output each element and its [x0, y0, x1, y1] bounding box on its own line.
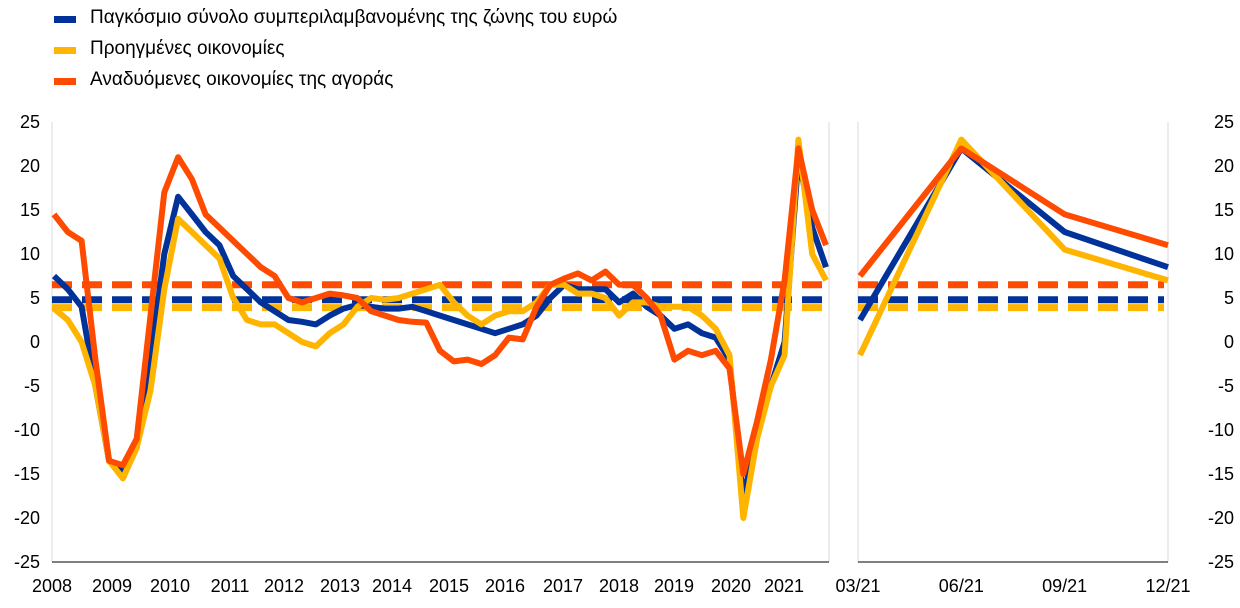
y-tick-label-right: -5 — [1218, 376, 1234, 396]
x-tick-label-left: 2008 — [32, 576, 72, 596]
series-line — [51, 145, 829, 477]
y-tick-label-left: 5 — [30, 288, 40, 308]
y-tick-label-right: 25 — [1214, 112, 1234, 132]
legend-label-advanced: Προηγμένες οικονομίες — [90, 38, 285, 59]
y-tick-label-right: -20 — [1208, 508, 1234, 528]
legend-swatch-emerging — [54, 78, 76, 85]
series-line — [51, 154, 829, 504]
legend-swatch-world — [54, 16, 76, 23]
legend-label-emerging: Αναδυόμενες οικονομίες της αγοράς — [90, 69, 394, 90]
legend-swatch-advanced — [54, 47, 76, 54]
y-tick-label-right: 15 — [1214, 200, 1234, 220]
y-tick-label-left: -15 — [14, 464, 40, 484]
x-tick-label-left: 2017 — [543, 576, 583, 596]
x-tick-label-left: 2014 — [372, 576, 412, 596]
x-tick-label-left: 2011 — [211, 576, 250, 596]
x-tick-label-left: 2016 — [485, 576, 525, 596]
y-tick-label-right: -10 — [1208, 420, 1234, 440]
x-tick-label-right: 06/21 — [939, 576, 984, 596]
y-tick-label-right: 20 — [1214, 156, 1234, 176]
x-tick-label-left: 2020 — [711, 576, 751, 596]
x-tick-label-left: 2021 — [764, 576, 804, 596]
x-tick-label-left: 2010 — [150, 576, 190, 596]
x-tick-label-left: 2009 — [92, 576, 132, 596]
x-tick-label-right: 03/21 — [835, 576, 880, 596]
y-tick-label-right: 0 — [1224, 332, 1234, 352]
x-tick-label-right: 09/21 — [1042, 576, 1087, 596]
x-tick-label-left: 2018 — [599, 576, 639, 596]
series-line — [857, 145, 1169, 322]
y-tick-label-right: 5 — [1224, 288, 1234, 308]
x-tick-label-left: 2019 — [654, 576, 694, 596]
y-tick-label-left: -25 — [14, 552, 40, 572]
y-tick-label-left: 15 — [20, 200, 40, 220]
y-tick-label-left: -5 — [24, 376, 40, 396]
y-tick-label-left: 0 — [30, 332, 40, 352]
series-line — [52, 136, 829, 521]
y-tick-label-left: 10 — [20, 244, 40, 264]
x-tick-label-right: 12/21 — [1145, 576, 1190, 596]
legend-label-world: Παγκόσμιο σύνολο συμπεριλαμβανομένης της… — [90, 7, 618, 28]
y-tick-label-right: 10 — [1214, 244, 1234, 264]
y-tick-label-left: 25 — [20, 112, 40, 132]
x-tick-label-left: 2012 — [264, 576, 304, 596]
series-line — [857, 145, 1169, 278]
y-tick-label-left: -20 — [14, 508, 40, 528]
y-tick-label-right: -25 — [1208, 552, 1234, 572]
y-tick-label-left: -10 — [14, 420, 40, 440]
x-tick-label-left: 2013 — [320, 576, 360, 596]
y-tick-label-left: 20 — [20, 156, 40, 176]
series-line — [857, 136, 1169, 357]
x-tick-label-left: 2015 — [429, 576, 469, 596]
y-tick-label-right: -15 — [1208, 464, 1234, 484]
